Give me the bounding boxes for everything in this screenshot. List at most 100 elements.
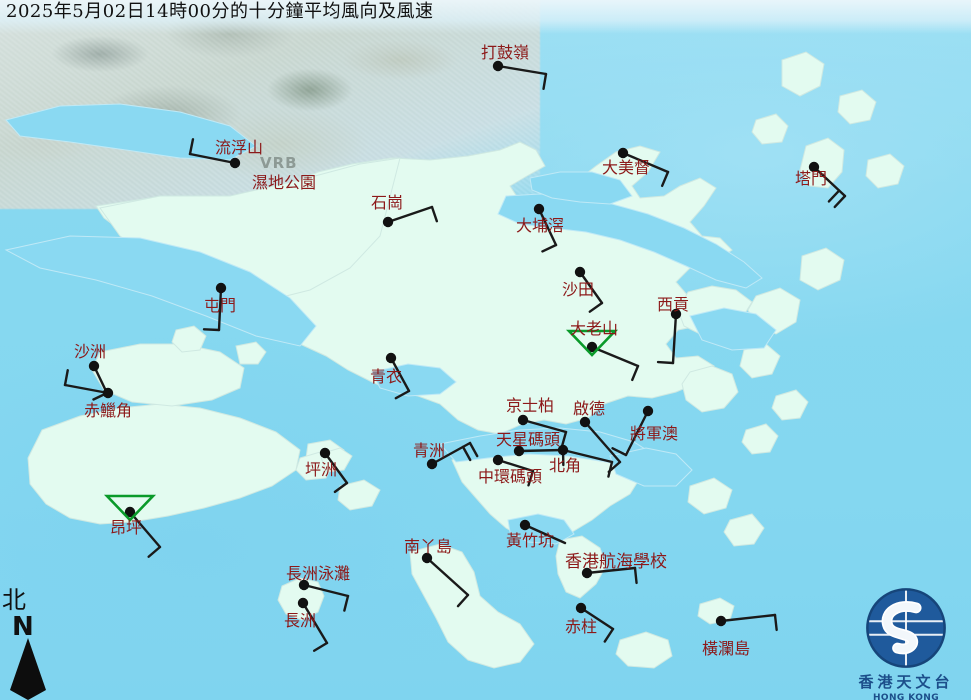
wind-barb-feather [560, 430, 568, 448]
station-label: 屯門 [204, 296, 237, 315]
station-dot [492, 454, 504, 466]
compass-label-english: N [12, 612, 34, 642]
water-west-channel [4, 235, 317, 347]
wind-shaft [63, 383, 110, 395]
land-ne-islet-d [865, 153, 905, 189]
wind-shaft [217, 286, 223, 332]
water-tseung-kwan-o [609, 447, 693, 487]
wind-barb-feather [631, 364, 640, 382]
station-dot [385, 352, 397, 364]
wind-barb-feather [588, 301, 604, 313]
station-label: 打鼓嶺 [481, 43, 530, 62]
station-dot [533, 203, 545, 215]
land-tap-mun [799, 137, 845, 189]
station-dot [670, 308, 682, 320]
land-chek-lap-kok [91, 343, 245, 407]
station-label: 流浮山 [215, 138, 264, 157]
station-label: 大美督 [602, 158, 651, 177]
wind-shaft [583, 420, 622, 464]
wind-shaft [621, 151, 670, 174]
wind-shaft [719, 613, 777, 623]
station-label: 香港航海學校 [565, 552, 667, 572]
wind-shaft [188, 152, 237, 165]
land-small-west [235, 341, 267, 365]
station-label: 塔門 [795, 169, 828, 188]
compass-label-chinese: 北 [2, 586, 26, 614]
station-dot [215, 282, 227, 294]
land-po-toi [615, 631, 673, 669]
wind-barb-feather [394, 389, 411, 400]
station-dot [586, 341, 598, 353]
station-dot [513, 445, 525, 457]
hko-logo-english: HONG KONG OBSERVATORY [873, 693, 939, 700]
hko-logo-icon [866, 588, 946, 668]
station-label: 北角 [549, 456, 582, 475]
wind-barb-feather [660, 170, 670, 188]
station-label: 石崗 [371, 193, 404, 212]
station-dot [88, 360, 100, 372]
station-dot [575, 602, 587, 614]
station-dot [574, 266, 586, 278]
wind-barb-feather [603, 627, 615, 643]
station-dot [426, 458, 438, 470]
station-dot [492, 60, 504, 72]
water-tsuen-wan-bay [371, 363, 457, 397]
wind-shaft [624, 409, 650, 457]
land-ne-islet-a [781, 51, 825, 97]
station-label: 天星碼頭 [496, 430, 561, 449]
wind-shaft [389, 356, 411, 393]
station-dot [579, 416, 591, 428]
station-label: 南丫島 [404, 537, 453, 556]
land-sk-island-e [741, 423, 779, 455]
land-stanley-peninsula [555, 535, 607, 599]
station-dots-group [88, 60, 820, 627]
wind-barb-feather [542, 72, 548, 90]
wind-shaft [561, 448, 614, 464]
variable-wind-label: VRB [260, 154, 298, 172]
wind-shaft [521, 418, 568, 434]
wind-barb-feather [827, 189, 841, 203]
station-label: 坪洲 [305, 460, 338, 479]
land-sk-island-d [771, 389, 809, 421]
land-se-islet2 [723, 513, 765, 547]
wind-shaft [590, 345, 640, 368]
station-label: 大老山 [570, 319, 619, 338]
station-dot [421, 552, 433, 564]
wind-shaft [425, 556, 470, 597]
wind-barb-feather [343, 594, 350, 612]
station-dot [642, 405, 654, 417]
wind-shaft [585, 566, 637, 575]
land-se-islet [687, 477, 733, 515]
station-label: 中環碼頭 [478, 467, 543, 486]
station-label: 將軍澳 [630, 424, 679, 443]
station-dot [319, 447, 331, 459]
upper-air-station-triangle-icon [565, 329, 619, 357]
upper-air-station-triangle-icon [103, 494, 157, 522]
wind-barb-feather [312, 641, 329, 652]
water-sai-kung-bay [689, 307, 777, 351]
wind-shaft [386, 205, 434, 224]
north-arrow-icon [10, 638, 46, 700]
wind-shaft [517, 448, 565, 453]
station-dot [581, 567, 593, 579]
water-tolo-harbour [497, 193, 763, 289]
wind-barbs-group [63, 64, 847, 652]
land-small-island-c [337, 479, 381, 511]
wind-barb-feather [773, 613, 778, 632]
station-label: 濕地公園 [252, 173, 317, 192]
wind-barb-feather [633, 566, 638, 585]
station-label: 沙洲 [74, 342, 107, 361]
station-label: 青衣 [370, 367, 403, 386]
land-ne-islet-b [837, 89, 877, 125]
station-dot [298, 579, 310, 591]
wind-barb-feather [541, 243, 558, 253]
wind-shaft [578, 270, 604, 305]
wind-barb-feather [527, 469, 535, 487]
station-dot [297, 597, 309, 609]
wind-barb-feather [63, 369, 69, 387]
hko-logo: 香港天文台 HONG KONG OBSERVATORY [844, 586, 968, 700]
wind-shaft [323, 451, 349, 485]
station-dot [617, 147, 629, 159]
